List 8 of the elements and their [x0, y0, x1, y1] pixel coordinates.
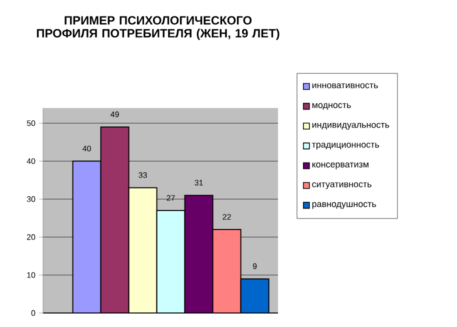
chart-title: ПРИМЕР ПСИХОЛОГИЧЕСКОГО ПРОФИЛЯ ПОТРЕБИТЕЛЯ (ЖЕН, 19 ЛЕТ) — [36, 16, 280, 40]
legend-label: модность — [312, 103, 351, 110]
legend-label: индивидуальность — [312, 122, 390, 130]
legend-label: консерватизм — [312, 162, 368, 170]
legend-label: равнодушность — [312, 202, 376, 209]
legend-label: инновативность — [312, 83, 378, 88]
legend-label: традиционность — [312, 142, 380, 150]
legend-label: ситуативность — [312, 182, 372, 190]
